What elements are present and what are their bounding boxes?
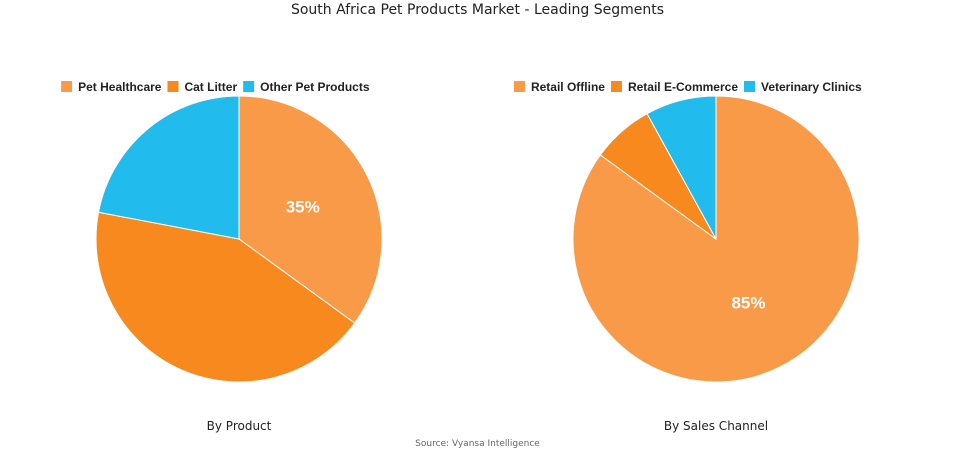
legend: Pet Healthcare Cat Litter Other Pet Produc… xyxy=(61,80,370,94)
legend-label: Other Pet Products xyxy=(260,80,370,94)
pie-slice[interactable] xyxy=(646,95,717,240)
legend-label: Veterinary Clinics xyxy=(761,80,862,94)
pie-subtitle: By Sales Channel xyxy=(664,419,768,433)
pie-slice[interactable] xyxy=(97,95,240,240)
pie-chart-2: 85% Retail Offline Retail E-Commerce Veteri… xyxy=(513,80,862,433)
pie-slice[interactable] xyxy=(95,211,356,383)
legend-swatch xyxy=(610,81,622,92)
legend-swatch xyxy=(61,81,73,92)
legend-swatch xyxy=(744,81,756,92)
legend-swatch xyxy=(167,81,179,92)
data-label: 35% xyxy=(286,198,320,217)
pie-subtitle: By Product xyxy=(207,419,272,433)
legend-swatch xyxy=(513,81,525,92)
legend-label: Retail E-Commerce xyxy=(628,80,738,94)
data-label: 85% xyxy=(731,294,765,313)
legend-label: Retail Offline xyxy=(531,80,605,94)
legend-label: Cat Litter xyxy=(184,80,237,94)
pie-slice[interactable] xyxy=(572,95,860,383)
chart-title: South Africa Pet Products Market - Leadi… xyxy=(290,2,665,18)
source-note: Source: Vyansa Intelligence xyxy=(415,439,540,449)
legend: Retail Offline Retail E-Commerce Veterinar… xyxy=(513,80,862,94)
legend-label: Pet Healthcare xyxy=(78,80,162,94)
pie-chart-1: 35% Pet Healthcare Cat Litter Other Pet Pro… xyxy=(61,80,383,433)
legend-swatch xyxy=(243,81,255,92)
pie-slice[interactable] xyxy=(238,95,383,324)
